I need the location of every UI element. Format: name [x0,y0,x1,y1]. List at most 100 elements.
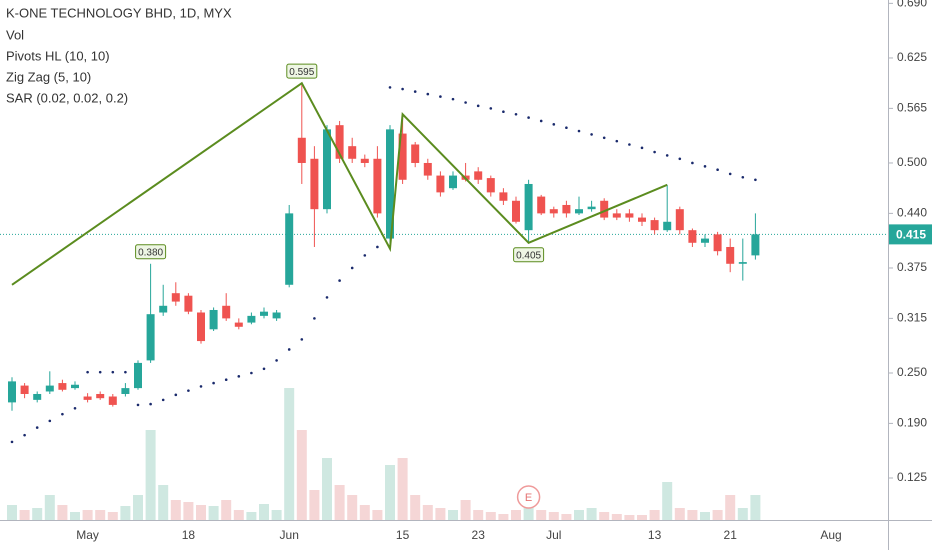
volume-bar [611,514,622,520]
sar-dot [716,168,719,171]
volume-bar [548,512,559,520]
volume-bar [422,505,433,520]
volume-bar [448,510,458,520]
volume-bar [246,512,257,520]
sar-dot [111,370,115,374]
candle-body [675,209,684,231]
volume-bar [674,508,685,520]
candle-body [726,246,735,264]
pivot-label: 0.380 [138,247,163,258]
candle-body [512,200,520,222]
candle-body [33,393,42,400]
sar-dot [136,403,140,407]
volume-bar [359,505,370,520]
sar-dot [590,133,593,136]
candle-body [8,381,16,403]
candle-body [171,293,180,302]
candle-body [587,206,596,210]
sar-dot [187,389,190,392]
y-tick-label: 0.565 [897,101,927,115]
volume-bar [271,510,282,520]
candle-body [247,315,256,323]
volume-bar [32,508,43,520]
volume-bar [221,500,232,520]
candle-body [58,383,67,390]
x-tick-label: May [76,528,99,542]
candle-body [20,385,29,394]
candle-body [184,295,193,312]
sar-dot [552,123,556,126]
sar-dot [401,87,404,91]
pivot-box [135,244,167,260]
volume-bar [7,505,17,520]
candle-body [549,209,558,214]
candle-body [45,385,54,392]
candle-body [121,388,130,394]
sar-dot [628,143,631,146]
earnings-marker [516,485,541,509]
candle-body [272,312,281,319]
sar-dot [514,112,518,116]
sar-dot [728,172,732,176]
candle-body [411,144,420,163]
candle-body [398,133,407,180]
candle-body [348,146,357,159]
volume-bar [624,515,635,520]
candle-body [612,213,621,218]
x-tick-label: 18 [182,528,196,542]
volume-bar [334,485,345,520]
sar-dot [149,402,152,406]
sar-dot [476,104,480,108]
volume-bar [322,458,332,520]
sar-dot [350,266,354,270]
candle-body [134,362,142,389]
volume-bar [649,510,660,520]
y-tick-label: 0.190 [897,416,927,430]
sar-dot [338,279,341,282]
sar-dot [577,129,581,133]
candle-body [524,183,533,231]
x-tick-label: 15 [396,528,410,542]
candle-body [335,125,344,159]
last-price-label: 0.415 [896,228,926,242]
candle-body [159,305,168,313]
pivot-label: 0.405 [516,250,541,261]
sar-dot [275,359,278,362]
volume-bar [107,512,118,520]
candle-body [738,262,747,264]
sar-dot [199,385,203,388]
sar-dot [73,406,77,410]
candle-body [713,234,722,252]
volume-bar [309,490,320,520]
sar-dot [300,338,304,341]
sar-dot [754,178,757,182]
sar-dot [363,254,367,257]
sar-dot [426,92,430,96]
sar-dot [527,116,530,119]
volume-bar [599,512,610,520]
sar-dot [325,296,329,299]
candle-body [209,309,218,330]
candle-body [310,158,319,210]
sar-dot [250,371,253,375]
volume-bar [284,388,295,520]
volume-bar [687,510,698,520]
y-tick-label: 0.375 [897,260,927,274]
volume-bar [460,500,471,520]
sar-dot [124,370,127,374]
sar-dot [61,412,64,416]
volume-bar [385,465,395,520]
candle-body [436,175,445,193]
volume-bar [296,430,307,520]
volume-bar [57,505,68,520]
candle-body [499,192,508,201]
sar-dot [451,97,455,101]
candle-body [474,171,483,180]
candle-body [71,384,79,389]
candle-body [638,217,646,222]
volume-bar [637,515,647,520]
sar-dot [640,146,644,150]
sar-dot [287,348,291,351]
